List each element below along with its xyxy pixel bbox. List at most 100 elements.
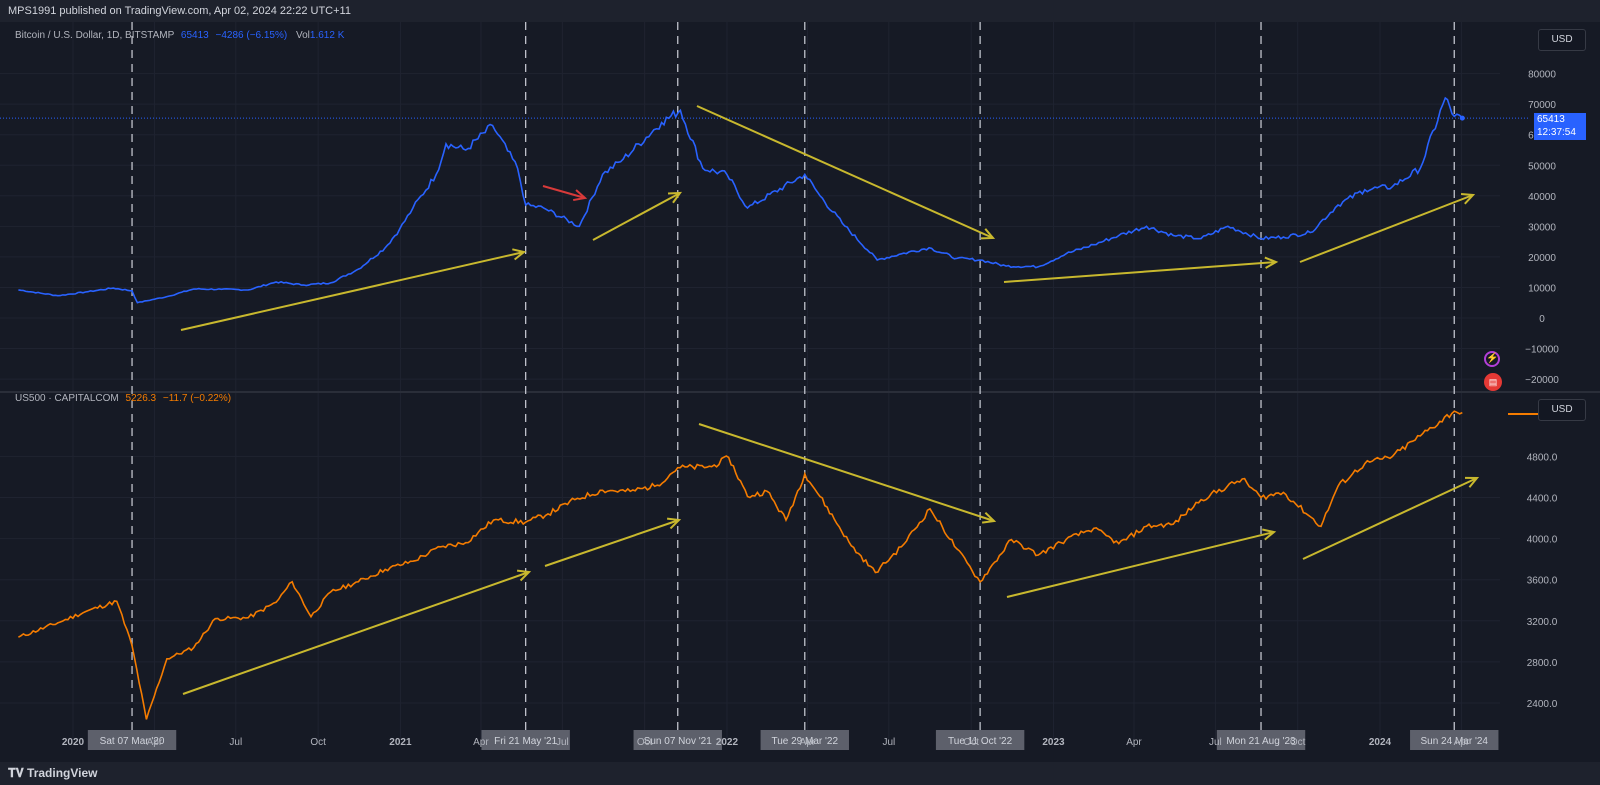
btc-y-tick-label: 0 — [1539, 314, 1545, 325]
x-tick-label: Apr — [1454, 737, 1470, 748]
x-tick-label: 2020 — [62, 737, 85, 748]
btc-trend-arrow — [1003, 256, 1279, 283]
btc-price-tag: 65413 12:37:54 — [1534, 113, 1586, 140]
x-tick-label: Jul — [229, 737, 242, 748]
spx-trend-arrow-head — [981, 511, 997, 524]
x-tick-label: 2021 — [389, 737, 412, 748]
date-marker-label-bg — [935, 730, 1025, 750]
x-tick-label: Oct — [963, 737, 979, 748]
btc-y-tick-label: 70000 — [1528, 100, 1556, 111]
x-tick-label: Apr — [147, 737, 163, 748]
btc-trend-arrow-shaft — [1299, 194, 1474, 263]
btc-trend-arrow-shaft — [592, 192, 681, 241]
spx-legend-symbol: US500 · CAPITALCOM — [15, 393, 119, 404]
spx-trend-arrow-shaft — [1006, 531, 1275, 598]
x-tick-label: Apr — [1126, 737, 1142, 748]
spx-y-tick-label: 4800.0 — [1527, 452, 1558, 463]
x-tick-label: Jul — [882, 737, 895, 748]
spx-legend-price: 5226.3 — [125, 393, 157, 404]
tradingview-logo[interactable]: 𝐓𝐕 TradingView — [8, 766, 98, 781]
x-tick-label: 2023 — [1042, 737, 1065, 748]
x-tick-label: Apr — [800, 737, 816, 748]
date-marker-label-bg — [481, 730, 570, 750]
spx-y-tick-label: 2800.0 — [1527, 658, 1558, 669]
btc-trend-arrow — [592, 191, 683, 241]
x-tick-label: 2024 — [1369, 737, 1392, 748]
date-marker-label-bg — [1410, 730, 1499, 750]
btc-y-tick-label: −20000 — [1525, 375, 1559, 386]
tradingview-logo-icon: 𝐓𝐕 — [8, 766, 28, 780]
spx-trend-arrow — [1006, 528, 1277, 598]
btc-y-tick-label: 10000 — [1528, 283, 1556, 294]
date-marker-label: Sun 24 Mar '24 — [1420, 736, 1488, 747]
btc-legend-vol-value: 1.612 K — [309, 30, 345, 41]
spx-trend-arrow-head — [516, 569, 532, 582]
date-marker-label: Tue 11 Oct '22 — [948, 736, 1013, 747]
date-marker-label-bg — [87, 730, 177, 750]
btc-price-tag-price: 65413 — [1537, 114, 1565, 125]
publish-text: MPS1991 published on TradingView.com, Ap… — [8, 5, 351, 17]
btc-trend-arrow-head — [1460, 193, 1476, 205]
spx-y-tick-label: 4400.0 — [1527, 494, 1558, 505]
spx-y-tick-label: 3600.0 — [1527, 576, 1558, 587]
date-marker-label: Mon 21 Aug '23 — [1226, 736, 1296, 747]
x-tick-label: Apr — [473, 737, 489, 748]
btc-red-arrow-head — [573, 189, 588, 202]
spx-trend-arrow — [698, 423, 997, 524]
btc-legend-change: −4286 (−6.15%) — [215, 30, 288, 41]
btc-y-tick-label: 30000 — [1528, 222, 1556, 233]
spx-trend-arrow-head — [1464, 476, 1480, 488]
date-marker-label-bg — [1216, 730, 1306, 750]
spx-price-line — [18, 410, 1463, 720]
btc-price-tag-countdown: 12:37:54 — [1537, 127, 1576, 138]
spx-trend-arrow-head — [1262, 528, 1277, 541]
btc-y-tick-label: 20000 — [1528, 253, 1556, 264]
publish-header: MPS1991 published on TradingView.com, Ap… — [0, 0, 1600, 22]
x-tick-label: Jul — [556, 737, 569, 748]
btc-trend-arrow-head — [980, 228, 996, 240]
btc-trend-arrow-head — [667, 191, 683, 204]
tradingview-brand: TradingView — [27, 766, 98, 780]
spx-currency-button[interactable]: USD — [1538, 399, 1586, 421]
spx-trend-arrow — [544, 517, 682, 567]
btc-currency-button[interactable]: USD — [1538, 29, 1586, 51]
btc-last-point — [1459, 115, 1465, 121]
x-tick-label: Oct — [310, 737, 326, 748]
btc-red-arrow-shaft — [542, 185, 586, 199]
btc-trend-arrow-shaft — [180, 251, 525, 331]
date-marker-label-bg — [633, 730, 722, 750]
date-marker-label-bg — [760, 730, 849, 750]
spx-legend-change: −11.7 (−0.22%) — [162, 393, 232, 404]
btc-trend-arrow — [180, 248, 527, 331]
btc-trend-arrow-shaft — [1003, 261, 1277, 283]
date-marker-label: Sat 07 Mar '20 — [100, 736, 165, 747]
footer-bar: 𝐓𝐕 TradingView — [0, 762, 1600, 785]
btc-legend-price: 65413 — [180, 30, 209, 41]
spx-legend: US500 · CAPITALCOM 5226.3 −11.7 (−0.22%) — [15, 393, 231, 404]
us-flag-event-icon[interactable]: ▤ — [1484, 373, 1502, 391]
spx-trend-arrow-shaft — [182, 571, 530, 695]
date-marker-label: Sun 07 Nov '21 — [644, 736, 713, 747]
btc-price-line — [18, 96, 1463, 304]
date-marker-label: Tue 29 Mar '22 — [771, 736, 838, 747]
btc-trend-arrow-head — [512, 248, 527, 261]
x-tick-label: Oct — [637, 737, 653, 748]
spx-trend-arrow — [182, 569, 532, 695]
btc-y-tick-label: 80000 — [1528, 70, 1556, 81]
spx-trend-arrow — [1302, 476, 1480, 560]
x-tick-label: Oct — [1290, 737, 1306, 748]
btc-legend-symbol: Bitcoin / U.S. Dollar, 1D, BITSTAMP — [15, 30, 175, 41]
btc-y-tick-label: −10000 — [1525, 345, 1559, 356]
x-tick-label: Jul — [1209, 737, 1222, 748]
btc-trend-arrow-head — [1264, 256, 1279, 269]
spx-trend-arrow-head — [666, 517, 682, 530]
x-tick-label: 2022 — [716, 737, 739, 748]
lightning-event-icon[interactable]: ⚡ — [1484, 351, 1500, 367]
btc-legend: Bitcoin / U.S. Dollar, 1D, BITSTAMP 6541… — [15, 30, 344, 41]
btc-y-tick-label: 50000 — [1528, 161, 1556, 172]
date-marker-label: Fri 21 May '21 — [494, 736, 557, 747]
spx-trend-arrow-shaft — [698, 423, 995, 522]
btc-trend-arrow — [696, 105, 996, 240]
btc-trend-arrow-shaft — [696, 105, 994, 239]
